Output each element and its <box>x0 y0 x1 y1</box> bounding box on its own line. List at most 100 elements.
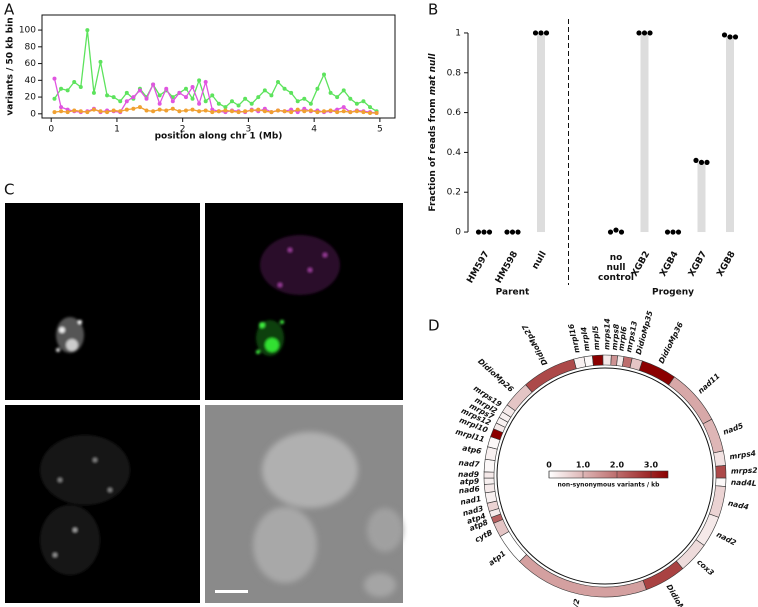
y-tick-label: 0 <box>455 228 461 238</box>
point <box>131 106 136 111</box>
point <box>118 109 123 114</box>
y-axis-label-part: mat null <box>428 52 438 95</box>
bar <box>726 35 734 233</box>
point <box>124 107 129 112</box>
point <box>315 110 320 115</box>
point <box>105 110 110 115</box>
gene-label: mrpl4 <box>579 326 591 352</box>
point <box>618 229 625 235</box>
point <box>190 107 195 112</box>
cell-signal <box>40 435 130 575</box>
y-axis-label: Fraction of reads from mat null <box>428 52 438 211</box>
point <box>98 109 103 114</box>
point <box>197 109 202 114</box>
y-tick-label: 1 <box>455 28 461 38</box>
y-tick-label: 0 <box>30 109 36 119</box>
point <box>368 110 373 115</box>
panel-label: D <box>428 317 440 335</box>
series-line <box>53 78 377 114</box>
x-tick-label-line: no <box>610 253 623 263</box>
gene-label: nad5 <box>722 421 745 437</box>
legend-tick-label: 1.0 <box>576 461 591 470</box>
group-label: Parent <box>496 288 530 298</box>
point <box>144 108 149 113</box>
x-tick-label-line: control <box>598 273 634 283</box>
point <box>532 30 539 36</box>
point <box>374 110 379 115</box>
x-tick-label: XGB8 <box>715 250 737 279</box>
point <box>151 109 156 114</box>
x-tick-label: no null control <box>598 253 634 283</box>
point <box>308 108 313 113</box>
gene-segment <box>713 450 726 467</box>
point <box>91 90 96 95</box>
gene-label: atp1 <box>487 549 508 568</box>
point <box>295 107 300 112</box>
point <box>144 96 149 101</box>
panel-label: B <box>428 1 438 19</box>
legend-tick-label: 0 <box>546 461 552 470</box>
x-tick-label: 1 <box>114 125 120 135</box>
y-tick-label: 60 <box>25 59 37 69</box>
point <box>289 90 294 95</box>
point <box>59 86 64 91</box>
point <box>59 105 64 110</box>
y-tick-label: 100 <box>19 26 36 36</box>
point <box>229 99 234 104</box>
point <box>486 229 493 235</box>
point <box>675 229 682 235</box>
point <box>124 90 129 95</box>
series-line <box>53 29 377 112</box>
x-tick-label: HM597 <box>465 250 491 286</box>
point <box>269 110 274 115</box>
point <box>98 59 103 64</box>
point <box>475 229 482 235</box>
point <box>335 95 340 100</box>
ring-inner <box>496 367 714 585</box>
y-tick-label: 40 <box>25 76 37 86</box>
point <box>308 101 313 106</box>
gene-segment <box>583 355 594 368</box>
point <box>177 109 182 114</box>
gene-label: DidioMp36 <box>657 321 685 365</box>
gene-label: nad4L <box>731 478 757 488</box>
point <box>131 95 136 100</box>
x-tick-label-line: null <box>607 263 626 273</box>
gene-label: nad4 <box>727 498 749 511</box>
point <box>322 72 327 77</box>
gene-label: nad6 <box>458 484 480 495</box>
point <box>203 108 208 113</box>
point <box>704 159 710 165</box>
x-tick-label: 2 <box>180 125 186 135</box>
point <box>613 227 619 233</box>
point <box>275 108 280 113</box>
point <box>368 105 373 110</box>
gene-label: mrpl5 <box>591 325 601 350</box>
point <box>72 79 77 84</box>
point <box>732 34 739 40</box>
point <box>354 101 359 106</box>
x-tick-label: XGB2 <box>630 250 652 279</box>
point <box>78 109 83 114</box>
point <box>282 109 287 114</box>
point <box>607 229 614 235</box>
x-tick-label: 3 <box>246 125 252 135</box>
legend-tick-label: 3.0 <box>644 461 659 470</box>
point <box>262 88 267 93</box>
point <box>693 157 699 163</box>
point <box>698 159 705 165</box>
point <box>124 99 129 104</box>
group-label: Progeny <box>652 288 694 298</box>
gene-segment <box>602 354 612 366</box>
gene-label: nad7 <box>458 458 480 469</box>
x-tick-label: HM598 <box>494 250 520 286</box>
point <box>249 108 254 113</box>
gene-label: mrps4 <box>729 449 757 462</box>
gene-label: nad2 <box>715 530 738 548</box>
point <box>262 109 267 114</box>
point <box>315 86 320 91</box>
point <box>236 103 241 108</box>
point <box>190 96 195 101</box>
gene-label: mrps14 <box>602 318 612 350</box>
point <box>543 30 550 36</box>
